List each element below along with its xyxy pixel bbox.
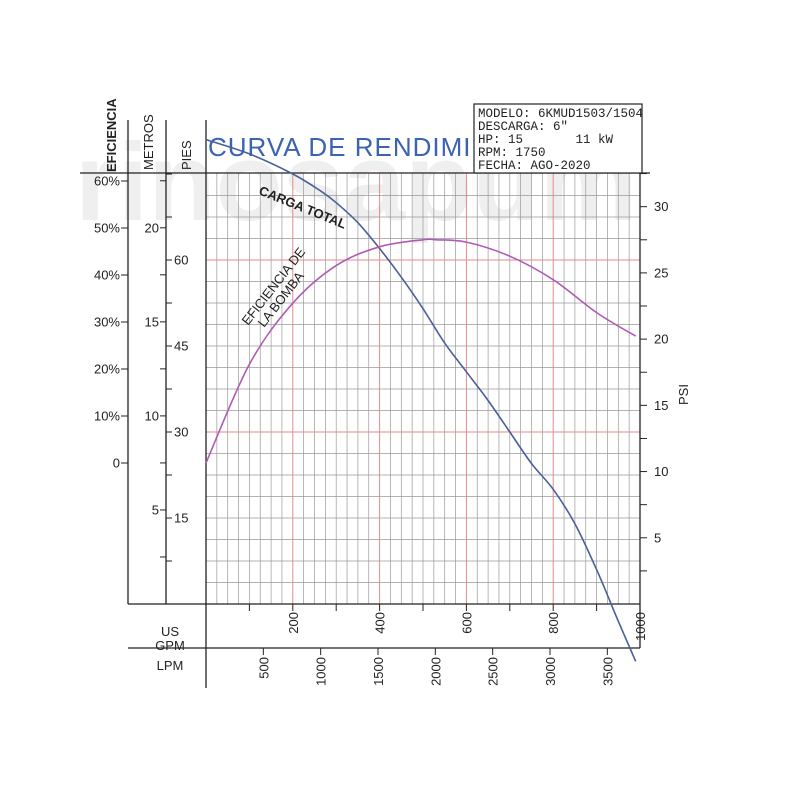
eficiencia-tick-label: 0 xyxy=(113,456,120,471)
info-line-model: MODELO: 6KMUD1503/1504 xyxy=(478,107,643,121)
lpm-axis-label: LPM xyxy=(157,658,184,673)
metros-tick-label: 20 xyxy=(145,220,159,235)
lpm-tick-label: 1500 xyxy=(371,657,386,686)
psi-tick-label: 30 xyxy=(654,199,668,214)
lpm-tick-label: 3500 xyxy=(600,657,615,686)
psi-axis-label: PSI xyxy=(676,384,691,405)
pies-tick-label: 45 xyxy=(174,339,188,354)
eficiencia-axis-label: EFICIENCIA xyxy=(104,98,119,172)
gpm-tick-label: 1000 xyxy=(633,612,648,641)
info-line-date: FECHA: AGO-2020 xyxy=(478,159,591,173)
eficiencia-tick-label: 40% xyxy=(94,268,120,283)
lpm-tick-label: 500 xyxy=(256,657,271,679)
gpm-tick-label: 800 xyxy=(546,612,561,634)
eficiencia-tick-label: 20% xyxy=(94,362,120,377)
pies-axis-label: PIES xyxy=(179,140,194,170)
psi-tick-label: 10 xyxy=(654,464,668,479)
axes: 0 10% 20% 30% 40% 50% 60% 5 10 15 20 15 30 45 60 5 10 15 2… xyxy=(94,173,668,686)
curves xyxy=(205,138,637,662)
lpm-tick-label: 3000 xyxy=(543,657,558,686)
info-line-power: HP: 15 11 kW xyxy=(478,133,614,147)
gpm-tick-label: 400 xyxy=(373,612,388,634)
gpm-tick-label: 600 xyxy=(459,612,474,634)
grid xyxy=(206,173,640,604)
psi-tick-label: 20 xyxy=(654,332,668,347)
info-box: MODELO: 6KMUD1503/1504 DESCARGA: 6" HP: … xyxy=(473,103,643,174)
metros-axis-label: METROS xyxy=(141,114,156,170)
pies-tick-label: 30 xyxy=(174,425,188,440)
eficiencia-tick-label: 60% xyxy=(94,174,120,189)
eficiencia-tick-label: 10% xyxy=(94,409,120,424)
metros-tick-label: 10 xyxy=(145,408,159,423)
psi-tick-label: 15 xyxy=(654,398,668,413)
gpm-tick-label: 200 xyxy=(286,612,301,634)
eficiencia-curve xyxy=(205,238,637,464)
psi-tick-label: 25 xyxy=(654,265,668,280)
metros-tick-label: 15 xyxy=(145,314,159,329)
carga-total-curve xyxy=(205,138,637,662)
metros-tick-label: 5 xyxy=(152,502,159,517)
lpm-tick-label: 1000 xyxy=(314,657,329,686)
lpm-tick-label: 2500 xyxy=(486,657,501,686)
lpm-tick-label: 2000 xyxy=(428,657,443,686)
gpm-axis-label-gpm: GPM xyxy=(155,638,185,653)
eficiencia-tick-label: 50% xyxy=(94,221,120,236)
psi-tick-label: 5 xyxy=(654,530,661,545)
pies-tick-label: 15 xyxy=(174,511,188,526)
gpm-axis-label-us: US xyxy=(161,624,179,639)
eficiencia-tick-label: 30% xyxy=(94,315,120,330)
info-box-border xyxy=(473,103,643,174)
pies-tick-label: 60 xyxy=(174,253,188,268)
info-line-discharge: DESCARGA: 6" xyxy=(478,120,568,134)
info-line-rpm: RPM: 1750 xyxy=(478,146,546,160)
